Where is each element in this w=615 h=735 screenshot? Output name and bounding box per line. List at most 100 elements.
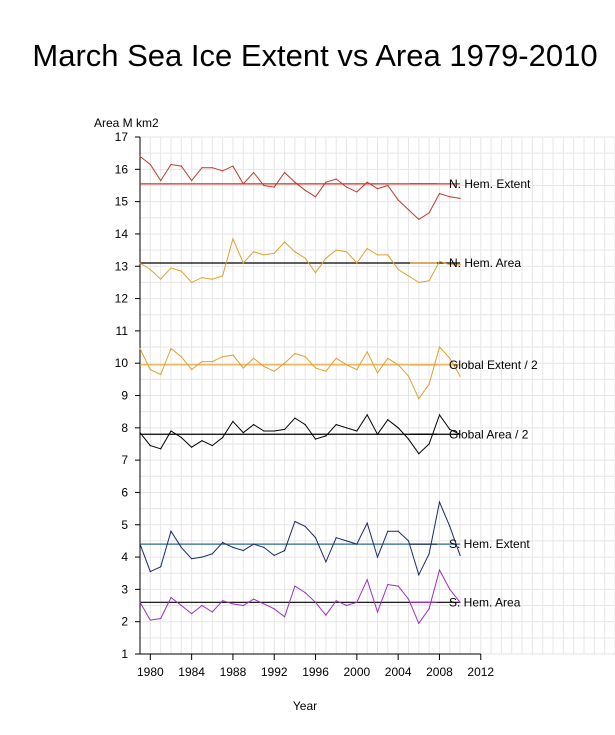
data-point <box>345 604 348 607</box>
data-point <box>366 579 368 581</box>
legend-label: N. Hem. Extent <box>449 177 531 191</box>
data-point <box>397 427 399 429</box>
y-axis-label: Area M km2 <box>94 116 159 130</box>
data-point <box>160 617 162 620</box>
y-tick-label: 11 <box>116 324 129 338</box>
data-point <box>232 165 234 167</box>
legend: N. Hem. Extent N. Hem. Area Global Extent … <box>410 177 538 609</box>
data-point <box>376 611 379 613</box>
data-point <box>180 546 182 548</box>
data-point <box>366 522 368 524</box>
data-point <box>294 181 296 183</box>
data-point <box>180 356 182 358</box>
series-2 <box>139 237 461 284</box>
data-point <box>407 598 410 600</box>
data-point <box>242 183 244 185</box>
data-point <box>335 423 337 426</box>
x-tick-label: 2004 <box>385 665 412 679</box>
data-point <box>438 192 441 195</box>
x-axis-label: Year <box>293 699 317 713</box>
data-point <box>201 276 203 279</box>
y-tick-label: 8 <box>121 421 128 435</box>
data-point <box>263 365 265 368</box>
data-point <box>356 543 358 545</box>
x-tick-label: 2008 <box>426 665 453 679</box>
data-point <box>222 356 224 358</box>
data-point <box>222 541 224 544</box>
data-point <box>335 357 337 359</box>
data-point <box>314 367 317 369</box>
data-point <box>211 444 213 447</box>
data-point <box>263 254 265 256</box>
data-point <box>449 357 451 359</box>
data-point <box>149 444 151 447</box>
data-point <box>149 163 151 166</box>
data-point <box>438 569 441 571</box>
data-point <box>263 430 265 432</box>
data-point <box>314 537 317 539</box>
data-point <box>325 435 327 437</box>
data-point <box>459 601 461 603</box>
data-point <box>335 178 337 180</box>
data-point <box>180 165 182 167</box>
data-point <box>170 348 172 350</box>
data-point <box>139 432 141 434</box>
data-point <box>397 199 399 201</box>
data-point <box>211 611 213 613</box>
data-point <box>242 432 244 434</box>
data-point <box>232 354 234 356</box>
data-point <box>201 604 203 607</box>
data-point <box>397 364 399 366</box>
data-point <box>407 275 410 277</box>
data-point <box>160 180 162 182</box>
data-point <box>449 196 451 198</box>
y-tick-label: 9 <box>121 389 128 403</box>
data-point <box>242 262 244 264</box>
data-point <box>242 550 244 552</box>
data-point <box>191 281 193 284</box>
data-point <box>191 180 193 182</box>
data-point <box>304 423 306 426</box>
data-point <box>149 268 151 271</box>
y-tick-label: 5 <box>121 518 128 532</box>
data-point <box>252 543 255 545</box>
x-tick-label: 1988 <box>220 665 247 679</box>
data-point <box>283 616 286 618</box>
y-tick-label: 13 <box>115 259 129 273</box>
y-tick-label: 14 <box>115 227 129 241</box>
data-point <box>325 614 327 616</box>
data-point <box>387 254 389 256</box>
data-point <box>294 352 296 355</box>
data-point <box>376 188 379 190</box>
legend-label: N. Hem. Area <box>449 256 521 270</box>
data-point <box>149 571 151 573</box>
data-point <box>356 430 358 432</box>
data-point <box>345 364 348 366</box>
data-point <box>304 356 306 358</box>
series-line <box>139 500 461 577</box>
chart-title: March Sea Ice Extent vs Area 1979-2010 <box>32 38 598 73</box>
data-point <box>325 181 327 183</box>
data-point <box>294 520 296 523</box>
data-point <box>252 598 255 600</box>
grid <box>139 136 615 655</box>
data-point <box>438 414 441 416</box>
data-point <box>314 601 317 603</box>
data-point <box>160 373 162 376</box>
data-point <box>387 583 389 586</box>
data-point <box>387 530 389 532</box>
data-point <box>314 438 317 440</box>
data-point <box>283 241 286 243</box>
data-point <box>407 209 410 211</box>
data-point <box>428 443 430 445</box>
y-tick-label: 10 <box>115 356 129 370</box>
data-point <box>201 360 203 363</box>
data-point <box>387 419 389 421</box>
y-tick-label: 17 <box>115 130 129 144</box>
data-point <box>139 155 141 157</box>
x-tick-label: 1980 <box>137 665 164 679</box>
data-point <box>325 370 327 372</box>
data-point <box>283 550 286 552</box>
